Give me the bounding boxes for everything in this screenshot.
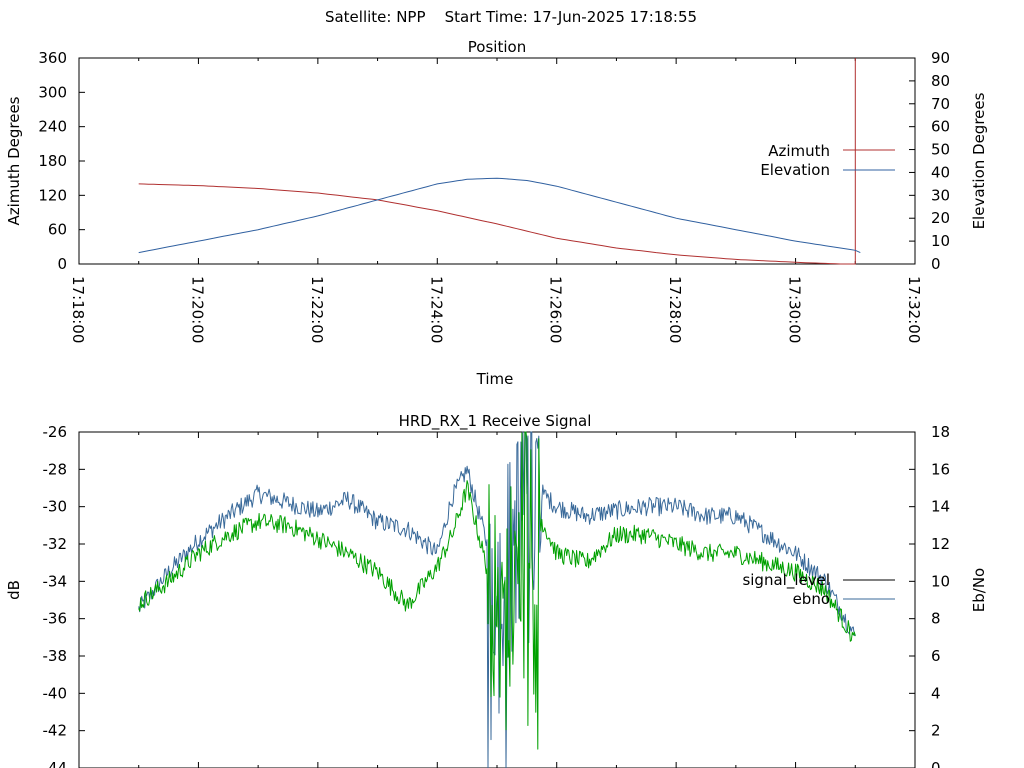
signal-y2tick-label: 10 [931, 572, 950, 590]
position-xtick-label: 17:32:00 [905, 276, 923, 343]
position-y2tick-label: 70 [931, 95, 950, 113]
signal-y2tick-label: 16 [931, 460, 950, 478]
signal-ytick-label: -34 [43, 572, 68, 590]
position-y2tick-label: 10 [931, 232, 950, 250]
chart-header: Satellite: NPP Start Time: 17-Jun-2025 1… [325, 8, 697, 26]
signal-title: HRD_RX_1 Receive Signal [399, 412, 592, 431]
position-series [138, 58, 861, 265]
signal-x-ticks [78, 432, 916, 768]
position-y2tick-label: 60 [931, 118, 950, 136]
azimuth-line [138, 58, 856, 265]
position-y2tick-label: 50 [931, 141, 950, 159]
legend-signal-label: signal_level [742, 571, 830, 590]
position-y2tick-label: 20 [931, 209, 950, 227]
position-xlabel: Time [476, 370, 514, 388]
signal-right-ticks: 18 16 14 12 10 8 6 4 2 0 [909, 423, 950, 768]
signal-y2tick-label: 12 [931, 535, 950, 553]
position-y2tick-label: 90 [931, 49, 950, 67]
position-ytick-label: 60 [48, 221, 67, 239]
signal-y2tick-label: 8 [931, 610, 941, 628]
signal-ytick-label: -40 [43, 684, 68, 702]
position-xtick-label: 17:24:00 [427, 276, 445, 343]
ebno-line [138, 431, 856, 750]
signal-ytick-label: -28 [43, 460, 68, 478]
signal-ytick-label: -26 [43, 423, 68, 441]
signal-ytick-label: -30 [43, 498, 68, 516]
position-ytick-label: 120 [38, 186, 67, 204]
signal-series [138, 431, 856, 768]
position-ytick-label: 300 [38, 83, 67, 101]
elevation-line [138, 177, 861, 254]
position-xtick-label: 17:26:00 [547, 276, 565, 343]
position-ytick-label: 180 [38, 152, 67, 170]
position-ytick-label: 360 [38, 49, 67, 67]
position-ytick-label: 0 [57, 255, 67, 273]
position-legend: Azimuth Elevation [760, 142, 895, 179]
position-y2tick-label: 80 [931, 72, 950, 90]
position-y2tick-label: 40 [931, 163, 950, 181]
legend-elevation-label: Elevation [760, 161, 830, 179]
position-xtick-label: 17:22:00 [308, 276, 326, 343]
signal-y2tick-label: 6 [931, 647, 941, 665]
position-xtick-label: 17:28:00 [666, 276, 684, 343]
position-ytick-label: 240 [38, 118, 67, 136]
position-left-ticks: 0 60 120 180 240 300 360 [38, 49, 85, 273]
position-title: Position [468, 38, 526, 56]
position-right-ticks: 0 10 20 30 40 50 60 70 80 90 [909, 49, 950, 273]
position-y2label: Elevation Degrees [970, 92, 988, 229]
signal-ytick-label: -38 [43, 647, 68, 665]
position-y2tick-label: 30 [931, 186, 950, 204]
position-y2tick-label: 0 [931, 255, 941, 273]
signal-left-ticks: -26 -28 -30 -32 -34 -36 -38 -40 -42 -44 [43, 423, 85, 768]
position-xtick-label: 17:20:00 [188, 276, 206, 343]
signal-y2tick-label: 0 [931, 759, 941, 768]
signal-y2tick-label: 4 [931, 684, 941, 702]
signal-y2tick-label: 18 [931, 423, 950, 441]
position-chart: Position 0 60 120 180 240 300 360 0 10 20 30 40 50 6… [5, 38, 988, 388]
signal-ytick-label: -32 [43, 535, 68, 553]
position-x-ticks: 17:18:00 17:20:00 17:22:00 17:24:00 17:26:00… [69, 58, 923, 343]
position-ylabel: Azimuth Degrees [5, 96, 23, 225]
signal-ylabel: dB [5, 580, 23, 600]
signal-y2label: Eb/No [970, 568, 988, 612]
legend-ebno-label: ebno [793, 590, 830, 608]
signal-chart: HRD_RX_1 Receive Signal -26-28-30-32-34-… [5, 412, 988, 768]
signal-legend: signal_level ebno [742, 571, 895, 608]
signal-y2tick-label: 2 [931, 722, 941, 740]
position-xtick-label: 17:30:00 [786, 276, 804, 343]
position-xtick-label: 17:18:00 [69, 276, 87, 343]
signal-ytick-label: -42 [43, 722, 68, 740]
signal-y2tick-label: 14 [931, 498, 950, 516]
signal-ytick-label: -36 [43, 610, 68, 628]
signal-ytick-label: -44 [43, 759, 68, 768]
legend-azimuth-label: Azimuth [768, 142, 830, 160]
